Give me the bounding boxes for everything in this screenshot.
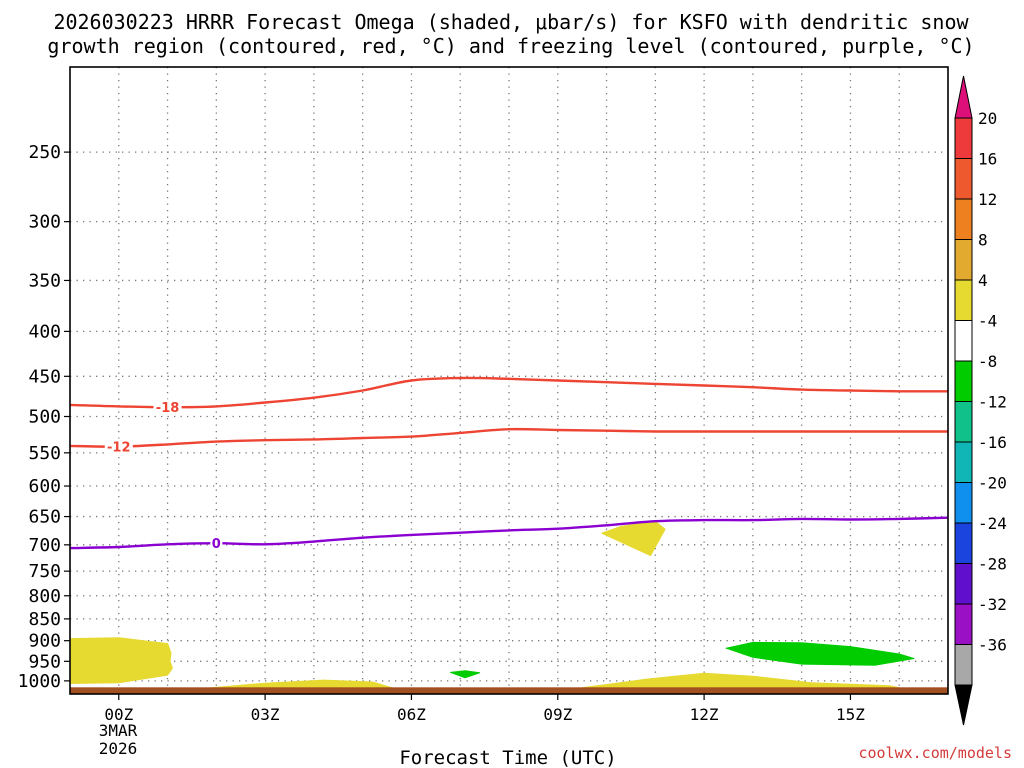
ground-fill xyxy=(70,687,948,694)
contour-label-0: -18 xyxy=(156,401,180,416)
y-tick-label: 550 xyxy=(28,443,61,464)
colorbar-label: 12 xyxy=(978,190,997,209)
colorbar-label: -20 xyxy=(978,474,1007,493)
colorbar-bin xyxy=(954,563,973,605)
colorbar-label: 4 xyxy=(978,271,988,290)
date-label-day: 3MAR xyxy=(99,721,138,740)
contour-label-bg-2 xyxy=(210,535,223,551)
plot-border xyxy=(69,66,949,695)
colorbar-bin xyxy=(954,441,973,483)
x-tick-label: 00Z xyxy=(104,705,133,724)
x-axis-ticks: 00Z 03Z 06Z 09Z 12Z 15Z xyxy=(104,694,865,724)
colorbar-label: -8 xyxy=(978,352,997,371)
x-tick-label: 06Z xyxy=(397,705,426,724)
plot-frame xyxy=(69,66,949,695)
omega-region-4 xyxy=(450,670,481,679)
contour-label-bg-0 xyxy=(153,399,182,415)
y-tick-label: 650 xyxy=(28,507,61,528)
y-tick-label: 700 xyxy=(28,535,61,556)
colorbar-label: -24 xyxy=(978,514,1007,533)
colorbar-top-arrow xyxy=(954,75,973,119)
watermark: coolwx.com/models xyxy=(858,744,1012,762)
y-tick-label: 500 xyxy=(28,406,61,427)
colorbar-bin xyxy=(954,158,973,200)
colorbar-label: -12 xyxy=(978,393,1007,412)
chart-title-line2: growth region (contoured, red, °C) and f… xyxy=(47,34,974,58)
y-tick-label: 450 xyxy=(28,366,61,387)
contour-label-1: -12 xyxy=(107,441,131,456)
y-tick-label: 750 xyxy=(28,561,61,582)
colorbar: 20 16 12 8 4 -4 -8 -12 -16 -20 -24 -28 -32 -36 xyxy=(954,75,1007,726)
colorbar-bin xyxy=(954,360,973,402)
colorbar-bin xyxy=(954,320,973,362)
x-tick-label: 09Z xyxy=(543,705,572,724)
date-label-year: 2026 xyxy=(99,739,138,758)
colorbar-bin xyxy=(954,603,973,645)
colorbar-label: -36 xyxy=(978,636,1007,655)
colorbar-label: -32 xyxy=(978,595,1007,614)
omega-region-5 xyxy=(725,641,915,666)
y-tick-label: 300 xyxy=(28,212,61,233)
colorbar-bin xyxy=(954,482,973,524)
y-tick-label: 800 xyxy=(28,586,61,607)
contour-label-2: 0 xyxy=(212,537,221,552)
colorbar-bin xyxy=(954,401,973,443)
y-axis-ticks: 2503003504004505005506006507007508008509… xyxy=(18,142,70,692)
y-tick-label: 850 xyxy=(28,609,61,630)
y-tick-label: 250 xyxy=(28,142,61,163)
chart-title-line1: 2026030223 HRRR Forecast Omega (shaded, … xyxy=(53,10,969,34)
colorbar-bin xyxy=(954,644,973,686)
colorbar-bin xyxy=(954,279,973,321)
contour-line-0 xyxy=(69,376,949,409)
ground-layer xyxy=(70,687,948,694)
colorbar-bin xyxy=(954,198,973,240)
contour-label-bg-1 xyxy=(104,438,133,454)
colorbar-label: -4 xyxy=(978,312,997,331)
colorbar-label: -16 xyxy=(978,433,1007,452)
omega-shading xyxy=(69,520,915,689)
x-axis-label: Forecast Time (UTC) xyxy=(399,747,616,768)
colorbar-label: -28 xyxy=(978,555,1007,574)
x-tick-label: 12Z xyxy=(690,705,719,724)
x-tick-label: 03Z xyxy=(251,705,280,724)
contour-lines: -18 -12 0 xyxy=(69,376,949,552)
x-tick-label: 15Z xyxy=(836,705,865,724)
y-tick-label: 600 xyxy=(28,476,61,497)
gridlines xyxy=(70,67,948,694)
plot-background xyxy=(70,67,948,694)
plot-area xyxy=(70,67,948,694)
y-tick-label: 950 xyxy=(28,651,61,672)
colorbar-label: 8 xyxy=(978,231,988,250)
colorbar-bin xyxy=(954,117,973,159)
y-tick-label: 1000 xyxy=(18,671,61,692)
omega-region-0 xyxy=(69,637,173,684)
colorbar-label: 16 xyxy=(978,150,997,169)
colorbar-bin xyxy=(954,239,973,281)
colorbar-label: 20 xyxy=(978,109,997,128)
y-tick-label: 900 xyxy=(28,631,61,652)
colorbar-bin xyxy=(954,522,973,564)
y-tick-label: 400 xyxy=(28,321,61,342)
y-tick-label: 350 xyxy=(28,270,61,291)
colorbar-bottom-arrow xyxy=(954,684,973,726)
contour-line-1 xyxy=(69,427,948,448)
